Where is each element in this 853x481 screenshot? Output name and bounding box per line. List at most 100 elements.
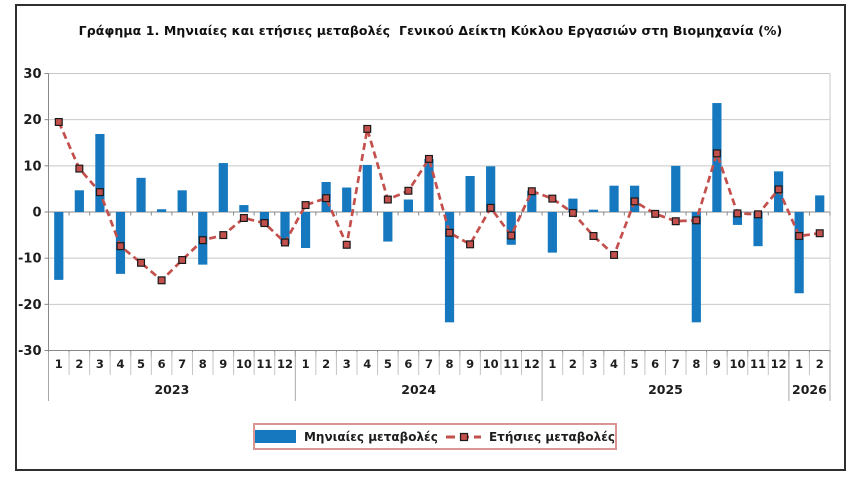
bar-month-26: [568, 198, 578, 212]
bar-month-19: [424, 158, 434, 212]
chart-legend: Μηνιαίες μεταβολές Ετήσιες μεταβολές: [253, 423, 617, 450]
svg-text:4: 4: [116, 357, 124, 371]
annual-marker: [815, 229, 824, 238]
annual-marker: [260, 219, 269, 228]
svg-text:12: 12: [524, 357, 540, 371]
bar-month-2: [74, 190, 84, 212]
annual-marker: [404, 186, 413, 195]
svg-text:12: 12: [771, 357, 787, 371]
legend-bar-label: Μηνιαίες μεταβολές: [303, 429, 438, 444]
annual-marker: [795, 232, 804, 241]
annual-marker: [507, 231, 516, 240]
annual-marker: [301, 201, 310, 210]
annual-marker: [774, 185, 783, 194]
annual-marker: [342, 240, 351, 249]
svg-text:-20: -20: [18, 298, 42, 313]
svg-text:11: 11: [750, 357, 766, 371]
annual-marker: [527, 187, 536, 196]
svg-text:-10: -10: [18, 252, 42, 267]
svg-text:5: 5: [631, 357, 639, 371]
annual-marker: [239, 214, 248, 223]
svg-text:2023: 2023: [154, 382, 189, 397]
annual-marker: [733, 209, 742, 218]
legend-bar-swatch: [255, 430, 296, 443]
annual-marker: [75, 164, 84, 173]
svg-text:20: 20: [23, 113, 41, 128]
svg-text:2: 2: [569, 357, 577, 371]
bar-month-35: [753, 212, 763, 247]
svg-text:2024: 2024: [401, 382, 436, 397]
svg-text:1: 1: [795, 357, 803, 371]
svg-text:4: 4: [610, 357, 618, 371]
svg-text:11: 11: [256, 357, 272, 371]
bar-month-32: [691, 212, 701, 323]
bar-month-21: [465, 175, 475, 212]
annual-marker: [466, 240, 475, 249]
annual-marker: [116, 242, 125, 251]
chart-title: Γράφημα 1. Μηνιαίες και ετήσιες μεταβολέ…: [78, 23, 783, 38]
annual-marker: [671, 217, 680, 226]
svg-text:8: 8: [199, 357, 207, 371]
bar-month-20: [444, 212, 455, 323]
svg-text:3: 3: [589, 357, 597, 371]
svg-text:1: 1: [302, 357, 310, 371]
annual-marker: [383, 195, 392, 204]
annual-marker: [589, 232, 598, 241]
svg-text:5: 5: [137, 357, 145, 371]
annual-line: [57, 121, 820, 283]
svg-text:1: 1: [548, 357, 556, 371]
svg-text:3: 3: [96, 357, 104, 371]
bar-month-12: [280, 212, 290, 245]
svg-text:30: 30: [23, 67, 41, 82]
svg-text:6: 6: [404, 357, 412, 371]
bar-month-23: [506, 212, 516, 245]
bar-month-1: [54, 212, 64, 280]
svg-text:2: 2: [816, 357, 824, 371]
bar-month-27: [588, 209, 599, 212]
legend-line-swatch: [445, 432, 481, 441]
annual-marker: [157, 276, 166, 285]
svg-text:3: 3: [343, 357, 351, 371]
bar-month-18: [403, 199, 414, 212]
svg-text:7: 7: [178, 357, 186, 371]
svg-text:0: 0: [32, 206, 41, 221]
figure-border: [15, 4, 846, 471]
svg-text:9: 9: [219, 357, 227, 371]
bar-month-5: [136, 177, 146, 212]
bar-month-37: [794, 212, 804, 294]
svg-text:8: 8: [692, 357, 700, 371]
bar-month-24: [527, 190, 537, 212]
annual-marker: [322, 194, 331, 203]
svg-text:11: 11: [503, 357, 519, 371]
bar-month-34: [732, 212, 743, 225]
annual-marker: [219, 231, 228, 240]
svg-text:9: 9: [466, 357, 474, 371]
svg-text:5: 5: [384, 357, 392, 371]
bar-month-3: [95, 133, 105, 212]
annual-marker: [568, 208, 577, 217]
svg-text:10: 10: [236, 357, 252, 371]
svg-text:2: 2: [75, 357, 83, 371]
bar-month-10: [239, 205, 249, 212]
bar-month-11: [259, 212, 270, 226]
svg-text:6: 6: [158, 357, 166, 371]
annual-marker: [445, 228, 454, 237]
svg-text:7: 7: [672, 357, 680, 371]
svg-text:9: 9: [713, 357, 721, 371]
bar-month-38: [815, 195, 825, 212]
legend-line-label: Ετήσιες μεταβολές: [488, 429, 615, 444]
bar-month-13: [300, 212, 311, 249]
annual-marker: [198, 236, 207, 245]
svg-text:2: 2: [322, 357, 330, 371]
bar-month-6: [157, 209, 167, 212]
annual-marker: [610, 250, 619, 259]
svg-text:1: 1: [55, 357, 63, 371]
annual-marker: [424, 154, 433, 163]
bar-month-31: [671, 165, 681, 212]
bar-month-25: [547, 212, 557, 253]
annual-marker: [363, 124, 372, 133]
annual-marker: [178, 256, 187, 265]
svg-text:7: 7: [425, 357, 433, 371]
bar-month-22: [486, 166, 496, 212]
